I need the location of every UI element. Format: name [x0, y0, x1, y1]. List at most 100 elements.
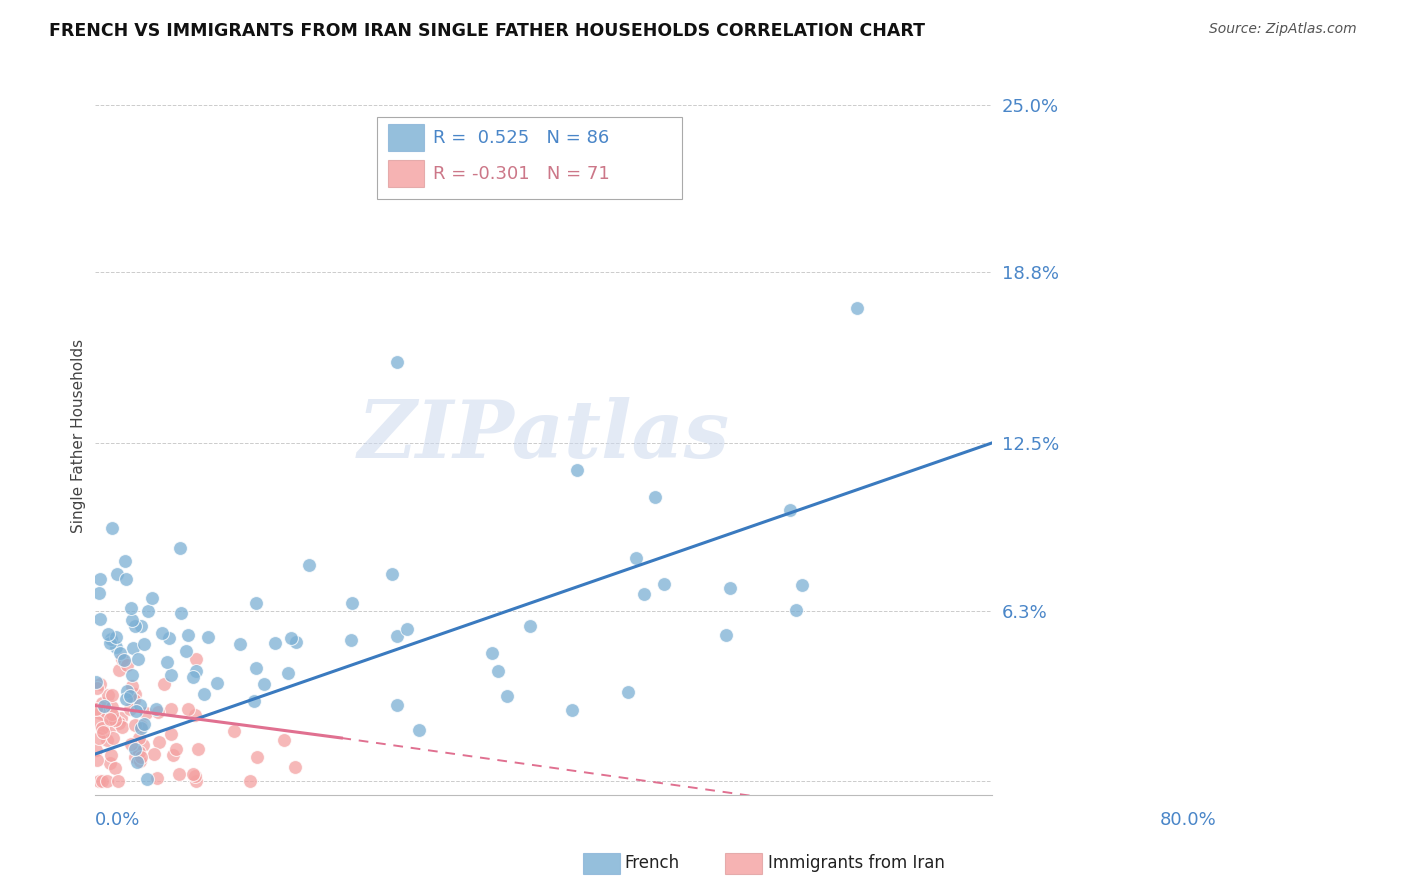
- Point: [408, 723, 430, 737]
- Point: [561, 703, 583, 717]
- Point: [779, 503, 801, 517]
- Point: [108, 646, 131, 660]
- Point: [129, 755, 152, 769]
- Point: [91, 724, 114, 739]
- Point: [110, 711, 132, 725]
- Point: [90, 774, 112, 789]
- Point: [124, 750, 146, 764]
- Point: [520, 178, 543, 193]
- Point: [108, 716, 131, 731]
- Point: [181, 766, 204, 780]
- Point: [280, 631, 302, 645]
- Point: [97, 688, 120, 702]
- Text: R = -0.301   N = 71: R = -0.301 N = 71: [433, 164, 610, 183]
- Point: [142, 747, 165, 761]
- Point: [169, 541, 191, 555]
- Text: Source: ZipAtlas.com: Source: ZipAtlas.com: [1209, 22, 1357, 37]
- Point: [243, 694, 266, 708]
- Point: [124, 718, 146, 732]
- Point: [626, 551, 648, 566]
- Point: [91, 722, 114, 736]
- Point: [565, 463, 588, 477]
- Point: [387, 698, 409, 712]
- Point: [273, 732, 295, 747]
- Point: [633, 587, 655, 601]
- Text: R =  0.525   N = 86: R = 0.525 N = 86: [433, 128, 609, 146]
- Point: [89, 706, 111, 720]
- Point: [121, 613, 143, 627]
- Point: [84, 675, 107, 690]
- Point: [792, 578, 814, 592]
- Point: [128, 745, 150, 759]
- Point: [157, 631, 180, 645]
- Text: ZIPatlas: ZIPatlas: [357, 397, 730, 475]
- Point: [298, 558, 321, 573]
- Point: [174, 644, 197, 658]
- Point: [101, 700, 124, 714]
- Point: [141, 591, 163, 606]
- Point: [239, 774, 262, 789]
- Point: [96, 733, 118, 747]
- Text: French: French: [624, 855, 679, 872]
- Point: [181, 670, 204, 684]
- Point: [120, 689, 142, 703]
- Text: 80.0%: 80.0%: [1160, 811, 1216, 829]
- Point: [114, 692, 136, 706]
- Point: [148, 735, 170, 749]
- Point: [86, 715, 108, 730]
- Point: [107, 774, 129, 789]
- Point: [381, 567, 404, 582]
- Point: [184, 774, 207, 789]
- Point: [101, 731, 124, 745]
- Point: [115, 683, 138, 698]
- FancyBboxPatch shape: [377, 117, 682, 200]
- Point: [105, 630, 128, 644]
- Point: [101, 521, 124, 535]
- Point: [159, 702, 181, 716]
- Point: [131, 619, 153, 633]
- Point: [170, 606, 193, 620]
- Point: [89, 612, 111, 626]
- Point: [86, 743, 108, 757]
- Point: [177, 628, 200, 642]
- Point: [187, 741, 209, 756]
- Point: [107, 567, 129, 582]
- Point: [121, 680, 143, 694]
- Point: [395, 622, 418, 636]
- Point: [177, 701, 200, 715]
- Point: [718, 581, 741, 595]
- Point: [162, 748, 184, 763]
- Point: [98, 636, 121, 650]
- Point: [136, 604, 159, 618]
- Point: [654, 577, 676, 591]
- Point: [115, 658, 138, 673]
- Point: [263, 636, 285, 650]
- Point: [156, 655, 179, 669]
- Point: [135, 706, 157, 721]
- Point: [284, 759, 307, 773]
- Point: [122, 641, 145, 656]
- Point: [115, 572, 138, 586]
- Point: [285, 634, 308, 648]
- Point: [104, 761, 127, 775]
- Point: [224, 723, 246, 738]
- Point: [120, 601, 142, 615]
- Point: [125, 704, 148, 718]
- Point: [205, 676, 228, 690]
- Point: [98, 756, 121, 770]
- Point: [644, 490, 666, 504]
- Point: [86, 753, 108, 767]
- Point: [124, 687, 146, 701]
- Point: [785, 603, 807, 617]
- Point: [150, 625, 173, 640]
- Point: [129, 721, 152, 735]
- Point: [146, 771, 169, 785]
- Point: [481, 646, 503, 660]
- Point: [118, 702, 141, 716]
- Point: [387, 629, 409, 643]
- Point: [111, 720, 134, 734]
- Point: [129, 698, 152, 713]
- Point: [246, 750, 269, 764]
- Point: [131, 739, 153, 753]
- Point: [184, 769, 207, 783]
